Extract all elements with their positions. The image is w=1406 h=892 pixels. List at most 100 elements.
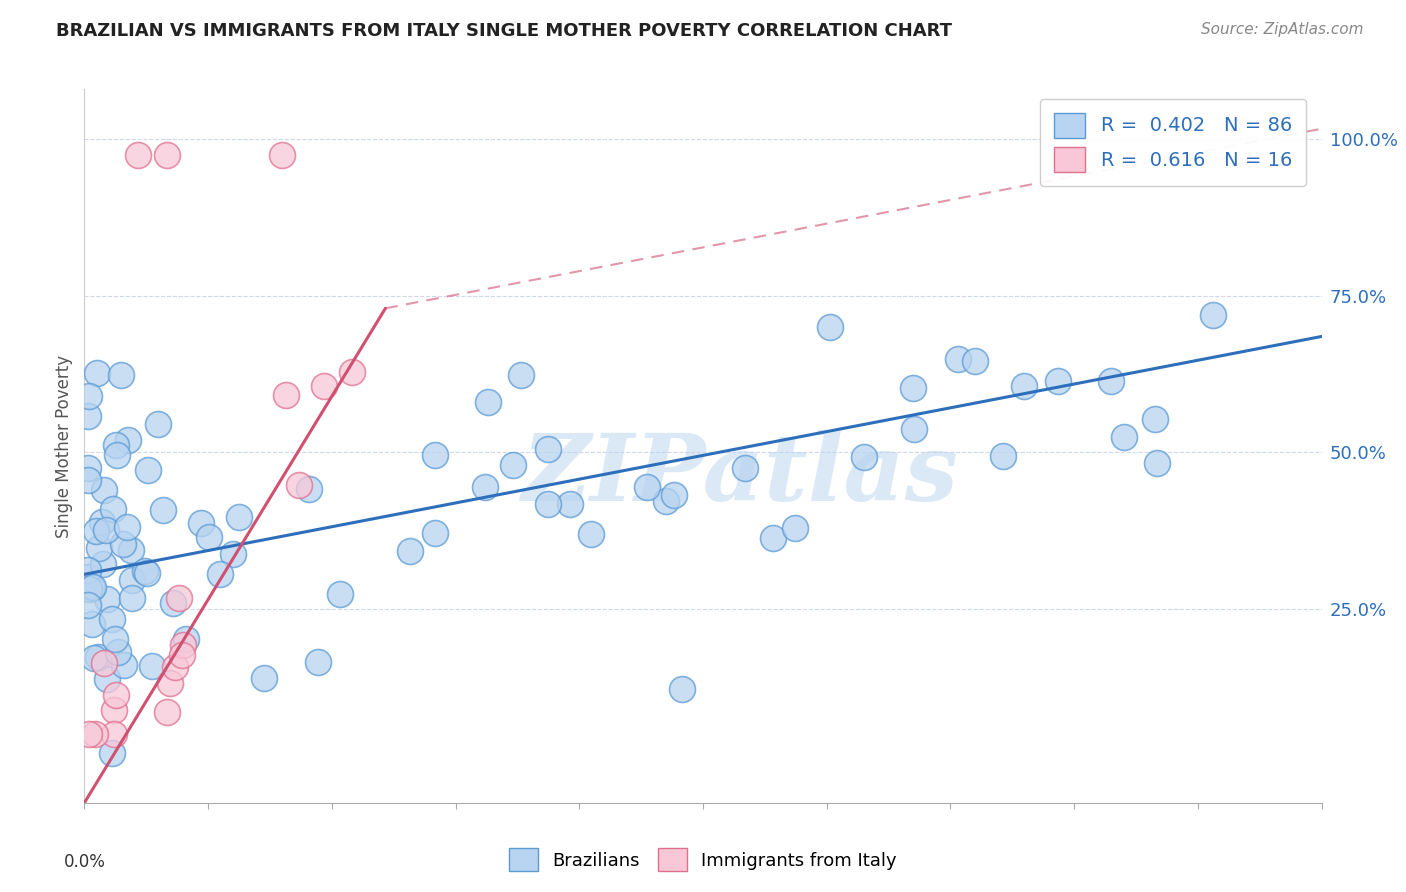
Point	[288, 477, 311, 491]
Text: ZIPatlas: ZIPatlas	[522, 430, 959, 519]
Point	[112, 536, 135, 550]
Point	[271, 148, 294, 162]
Point	[105, 448, 128, 462]
Text: 0.0%: 0.0%	[63, 853, 105, 871]
Point	[127, 148, 149, 162]
Point	[636, 480, 658, 494]
Point	[77, 727, 100, 741]
Point	[558, 497, 581, 511]
Point	[312, 379, 335, 393]
Point	[537, 442, 560, 457]
Point	[77, 563, 100, 577]
Point	[197, 530, 219, 544]
Point	[762, 531, 785, 545]
Point	[159, 676, 181, 690]
Point	[662, 488, 685, 502]
Point	[1099, 374, 1122, 388]
Point	[91, 516, 114, 530]
Point	[156, 705, 179, 719]
Point	[170, 648, 193, 662]
Point	[93, 483, 115, 497]
Point	[169, 591, 191, 606]
Point	[80, 617, 103, 632]
Point	[298, 482, 321, 496]
Point	[103, 703, 125, 717]
Point	[136, 463, 159, 477]
Point	[903, 422, 925, 436]
Text: BRAZILIAN VS IMMIGRANTS FROM ITALY SINGLE MOTHER POVERTY CORRELATION CHART: BRAZILIAN VS IMMIGRANTS FROM ITALY SINGL…	[56, 22, 952, 40]
Point	[152, 503, 174, 517]
Point	[77, 473, 100, 487]
Point	[104, 632, 127, 646]
Point	[96, 672, 118, 686]
Point	[1112, 430, 1135, 444]
Point	[83, 650, 105, 665]
Point	[163, 660, 186, 674]
Point	[329, 587, 352, 601]
Point	[474, 480, 496, 494]
Point	[991, 450, 1014, 464]
Point	[84, 727, 107, 741]
Point	[162, 596, 184, 610]
Point	[228, 510, 250, 524]
Point	[146, 417, 169, 432]
Point	[190, 516, 212, 530]
Point	[82, 580, 104, 594]
Point	[101, 746, 124, 760]
Point	[1202, 308, 1225, 322]
Point	[105, 438, 128, 452]
Point	[671, 682, 693, 697]
Point	[107, 645, 129, 659]
Point	[96, 523, 118, 537]
Y-axis label: Single Mother Poverty: Single Mother Poverty	[55, 354, 73, 538]
Point	[174, 632, 197, 647]
Point	[1014, 379, 1036, 393]
Point	[86, 366, 108, 380]
Point	[398, 543, 420, 558]
Point	[156, 148, 179, 162]
Point	[87, 541, 110, 556]
Point	[120, 542, 142, 557]
Point	[134, 565, 156, 579]
Point	[276, 388, 298, 402]
Point	[477, 394, 499, 409]
Point	[87, 650, 110, 665]
Point	[136, 566, 159, 580]
Point	[105, 688, 128, 702]
Point	[423, 525, 446, 540]
Point	[853, 450, 876, 464]
Point	[84, 524, 107, 539]
Point	[77, 409, 100, 424]
Point	[537, 497, 560, 511]
Point	[253, 671, 276, 685]
Point	[579, 527, 602, 541]
Point	[948, 352, 970, 367]
Point	[91, 557, 114, 571]
Point	[79, 582, 101, 596]
Point	[121, 591, 143, 605]
Point	[101, 612, 124, 626]
Point	[783, 521, 806, 535]
Point	[209, 566, 232, 581]
Point	[307, 655, 329, 669]
Text: Source: ZipAtlas.com: Source: ZipAtlas.com	[1201, 22, 1364, 37]
Point	[77, 598, 100, 612]
Point	[903, 381, 925, 395]
Point	[510, 368, 533, 383]
Legend: R =  0.402   N = 86, R =  0.616   N = 16: R = 0.402 N = 86, R = 0.616 N = 16	[1040, 99, 1306, 186]
Point	[222, 548, 245, 562]
Point	[502, 458, 524, 472]
Point	[93, 656, 115, 670]
Point	[141, 658, 163, 673]
Point	[121, 574, 143, 588]
Point	[1046, 374, 1069, 388]
Point	[1146, 457, 1168, 471]
Point	[110, 368, 132, 383]
Legend: Brazilians, Immigrants from Italy: Brazilians, Immigrants from Italy	[502, 841, 904, 879]
Point	[77, 569, 100, 583]
Point	[103, 502, 125, 516]
Point	[820, 320, 842, 334]
Point	[425, 449, 447, 463]
Point	[342, 365, 364, 379]
Point	[655, 494, 678, 508]
